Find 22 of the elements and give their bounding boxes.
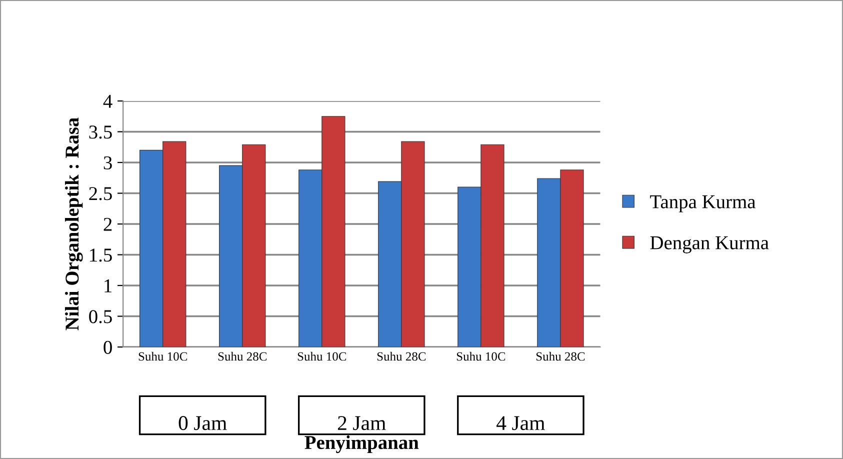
legend-label: Dengan Kurma (650, 236, 769, 254)
y-tick-label: 2.5 (89, 187, 112, 200)
text: 2 Jam (338, 416, 386, 430)
legend-label: Tanpa Kurma (650, 195, 756, 212)
x-tick-label: Suhu 10C (456, 352, 506, 361)
y-tick-label: 3 (104, 156, 112, 170)
x-tick-label: Suhu 28C (218, 352, 267, 361)
y-tick-label: 4 (103, 94, 112, 108)
y-tick-label: 3.5 (89, 126, 112, 139)
x-tick-label: Suhu 10C (298, 352, 346, 361)
text: 0 Jam (178, 416, 227, 430)
y-tick-label: 0.5 (89, 310, 112, 324)
y-tick-label: 2 (104, 218, 112, 231)
x-axis-title: Penyimpanan (304, 435, 419, 454)
text: 4 Jam (496, 416, 545, 430)
y-tick-label: 0 (104, 340, 112, 354)
y-tick-label: 1 (104, 279, 112, 292)
y-tick-label: 1.5 (90, 248, 112, 262)
x-tick-label: Suhu 10C (138, 352, 187, 361)
y-axis-title: Nilai Organoleptik : Rasa (65, 118, 83, 330)
x-tick-label: Suhu 28C (536, 352, 585, 361)
x-tick-label: Suhu 28C (377, 352, 426, 361)
